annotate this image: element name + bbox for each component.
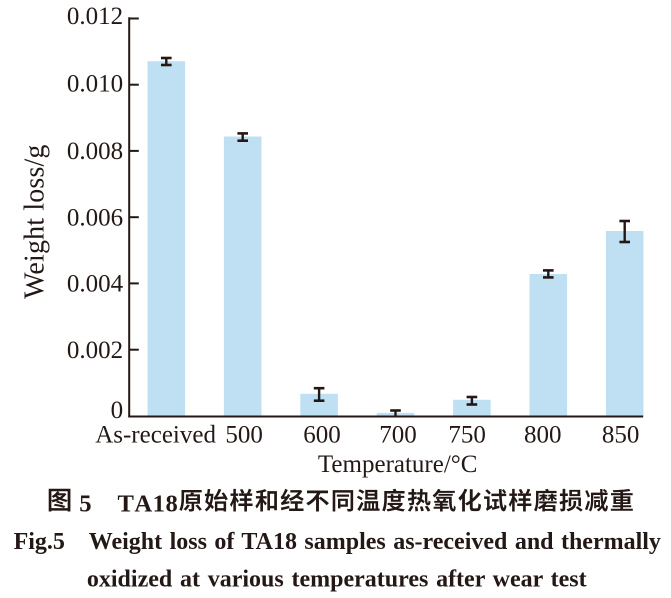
svg-text:700: 700 <box>379 422 417 449</box>
svg-text:0.012: 0.012 <box>67 3 123 30</box>
svg-text:Weight loss of TA18 samples as: Weight loss of TA18 samples as-received … <box>89 529 661 555</box>
svg-text:0.008: 0.008 <box>67 138 123 165</box>
svg-text:600: 600 <box>303 422 341 449</box>
svg-text:As-received: As-received <box>95 422 216 449</box>
svg-text:500: 500 <box>225 422 263 449</box>
svg-text:0.002: 0.002 <box>67 337 123 364</box>
svg-text:0: 0 <box>111 397 124 424</box>
svg-text:800: 800 <box>524 422 562 449</box>
svg-text:Weight loss/g: Weight loss/g <box>20 144 51 298</box>
svg-text:oxidized at various temperatur: oxidized at various temperatures after w… <box>87 567 587 593</box>
svg-text:850: 850 <box>602 422 640 449</box>
svg-text:TA18: TA18 <box>118 491 179 518</box>
svg-text:0.006: 0.006 <box>67 204 123 231</box>
svg-text:0.010: 0.010 <box>67 71 123 98</box>
svg-text:Fig.5: Fig.5 <box>14 529 65 555</box>
svg-text:Temperature/°C: Temperature/°C <box>318 451 478 478</box>
svg-text:0.004: 0.004 <box>67 271 124 298</box>
svg-text:750: 750 <box>448 422 486 449</box>
svg-text:5: 5 <box>79 491 91 518</box>
